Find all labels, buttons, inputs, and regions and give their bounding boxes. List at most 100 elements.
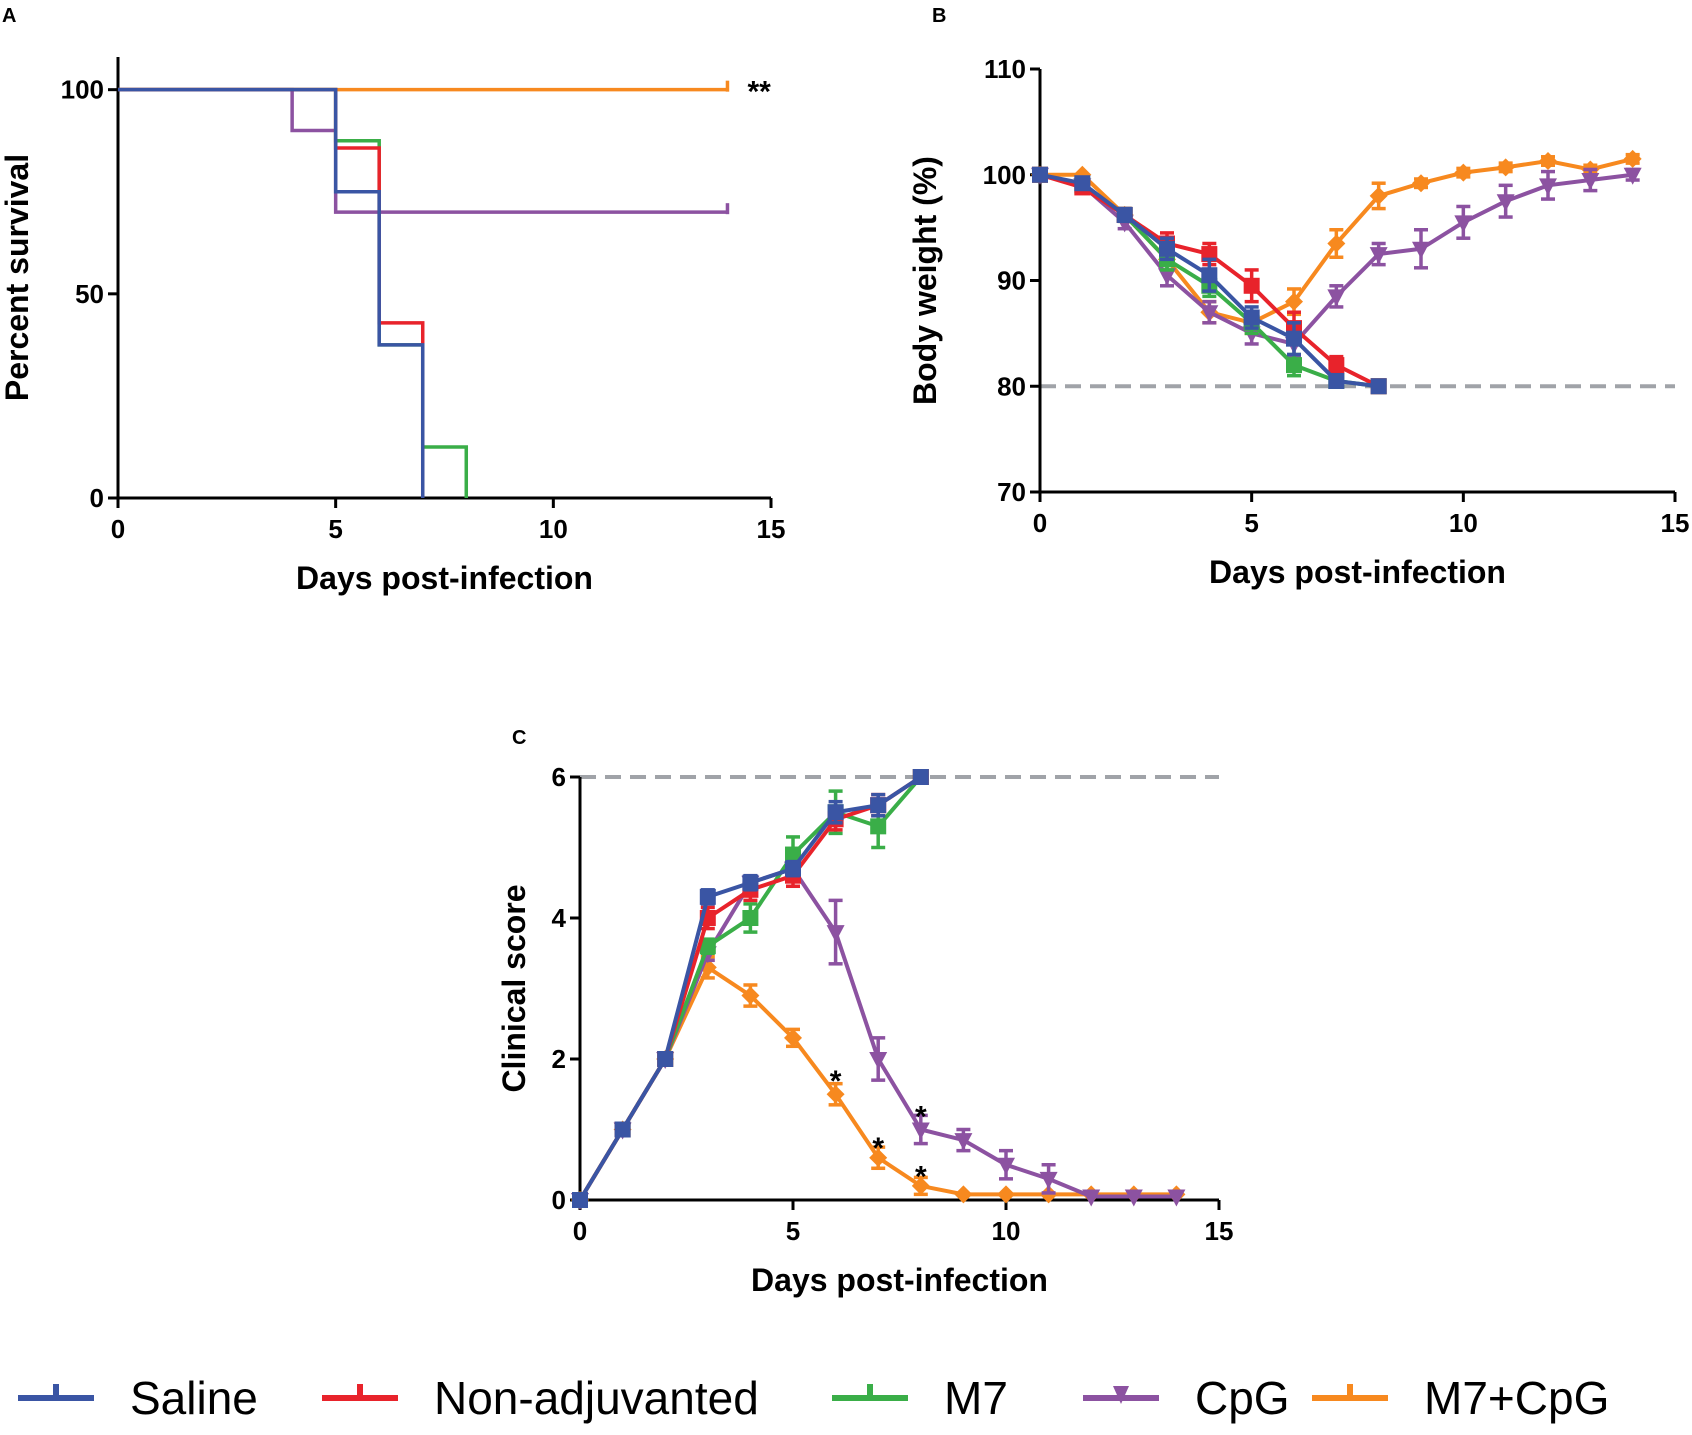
data-point-cpg (1124, 1189, 1143, 1207)
panel-letter-a: A (2, 5, 16, 27)
legend-label: Saline (130, 1372, 258, 1424)
series-cpg (1031, 167, 1642, 359)
y-tick-label: 100 (983, 160, 1026, 190)
data-point-saline (699, 888, 716, 905)
x-tick-label: 10 (1449, 508, 1478, 538)
y-tick-label: 100 (61, 75, 104, 105)
data-point-cpg (1327, 289, 1346, 307)
data-point-saline (912, 769, 929, 785)
data-point-cpg (911, 1122, 930, 1140)
data-point-saline (742, 874, 759, 891)
data-point-cpg (826, 925, 845, 943)
data-point-saline (827, 804, 844, 821)
data-point-saline (1201, 267, 1218, 284)
data-point-m7 (742, 910, 759, 926)
y-tick-label: 80 (997, 371, 1026, 401)
data-point-m7-plus-cpg (954, 1185, 973, 1204)
data-point-cpg (1496, 194, 1515, 212)
y-tick-label: 110 (984, 54, 1026, 84)
data-point-cpg (1539, 178, 1557, 196)
y-axis-title: Body weight (%) (907, 156, 943, 405)
data-point-m7-plus-cpg (1285, 292, 1303, 311)
data-point-m7-plus-cpg (911, 1176, 930, 1195)
data-point-saline (1286, 330, 1302, 347)
data-point-cpg (997, 1157, 1015, 1175)
data-point-m7-plus-cpg (869, 1148, 888, 1167)
legend-swatch-marker (1113, 1386, 1129, 1404)
x-tick-label: 0 (1033, 508, 1047, 538)
data-point-cpg (869, 1052, 888, 1069)
data-point-cpg (954, 1133, 973, 1151)
panel-letter-c: C (512, 727, 526, 749)
data-point-saline (1370, 378, 1387, 395)
y-axis-title: Clinical score (496, 884, 532, 1092)
survival-step-line-m7 (118, 87, 469, 498)
y-tick-label: 0 (90, 483, 104, 513)
x-axis-title: Days post-infection (751, 1262, 1048, 1298)
y-tick-label: 6 (552, 762, 566, 792)
data-point-cpg (1082, 1189, 1101, 1207)
panel-b-body-weight-chart: 0 5 10 15 70 80 90 100 110 Days post-infection Bod… (907, 54, 1689, 590)
survival-step-line-non-adjuvanted (118, 87, 425, 498)
data-point-cpg (1167, 1189, 1186, 1207)
significance-marker: ** (747, 76, 771, 109)
data-point-cpg (1369, 247, 1388, 265)
legend-item-m7-plus-cpg: M7+CpG (1312, 1372, 1609, 1424)
data-point-cpg (1581, 173, 1600, 191)
panel-letter-b: B (932, 5, 946, 27)
data-point-non-adjuvanted (1328, 357, 1345, 374)
data-point-m7-plus-cpg (1327, 234, 1346, 253)
legend-label: CpG (1195, 1372, 1290, 1424)
data-point-saline (1032, 166, 1048, 183)
series-saline (1032, 166, 1387, 395)
data-point-saline (1074, 175, 1091, 192)
data-point-saline (785, 860, 801, 877)
data-point-cpg (1158, 268, 1176, 286)
significance-marker: * (830, 1065, 842, 1098)
data-point-m7 (1286, 357, 1302, 374)
series-saline (118, 87, 425, 498)
data-point-saline (870, 797, 887, 814)
legend-item-cpg: CpG (1083, 1372, 1290, 1424)
data-point-cpg (1623, 167, 1642, 185)
data-point-saline (1159, 240, 1175, 257)
legend-label: M7 (944, 1372, 1008, 1424)
y-tick-label: 70 (997, 477, 1026, 507)
data-point-cpg (1454, 215, 1473, 233)
x-tick-label: 10 (539, 514, 568, 544)
data-point-m7-plus-cpg (997, 1185, 1015, 1204)
x-axis-title: Days post-infection (1209, 554, 1506, 590)
legend: Saline Non-adjuvanted M7 CpG M7+CpG (18, 1372, 1609, 1424)
data-point-m7-plus-cpg (1623, 149, 1642, 168)
panel-a-survival-chart: 0 5 10 15 0 50 100 Days post-infection Percent s… (0, 57, 785, 596)
data-point-saline (572, 1192, 588, 1208)
panel-c-clinical-score-chart: 0 5 10 15 0 2 4 6 Days post-infection Clinical sc… (496, 762, 1233, 1298)
data-point-non-adjuvanted (1243, 277, 1260, 294)
y-tick-label: 4 (552, 903, 567, 933)
y-axis-title: Percent survival (0, 154, 35, 401)
series-cpg (118, 87, 730, 215)
x-tick-label: 5 (786, 1216, 800, 1246)
x-tick-label: 15 (1661, 508, 1690, 538)
significance-marker: * (872, 1132, 884, 1165)
data-point-saline (657, 1051, 674, 1067)
data-point-saline (1328, 372, 1345, 389)
data-point-m7 (870, 818, 887, 835)
series-non-adjuvanted (118, 87, 425, 498)
legend-label: Non-adjuvanted (434, 1372, 759, 1424)
series-m7-plus-cpg (571, 955, 1186, 1209)
x-tick-label: 15 (1205, 1216, 1234, 1246)
data-point-cpg (1412, 241, 1430, 259)
survival-step-line-saline (118, 87, 425, 498)
data-point-m7-plus-cpg (1454, 163, 1473, 182)
data-point-saline (1243, 309, 1260, 326)
legend-item-non-adjuvanted: Non-adjuvanted (322, 1372, 759, 1424)
y-tick-label: 90 (997, 266, 1026, 296)
x-tick-label: 5 (328, 514, 342, 544)
data-point-m7-plus-cpg (1539, 152, 1557, 171)
x-axis-title: Days post-infection (296, 560, 593, 596)
x-tick-label: 0 (573, 1216, 587, 1246)
x-tick-label: 10 (992, 1216, 1021, 1246)
data-point-m7 (785, 846, 801, 863)
